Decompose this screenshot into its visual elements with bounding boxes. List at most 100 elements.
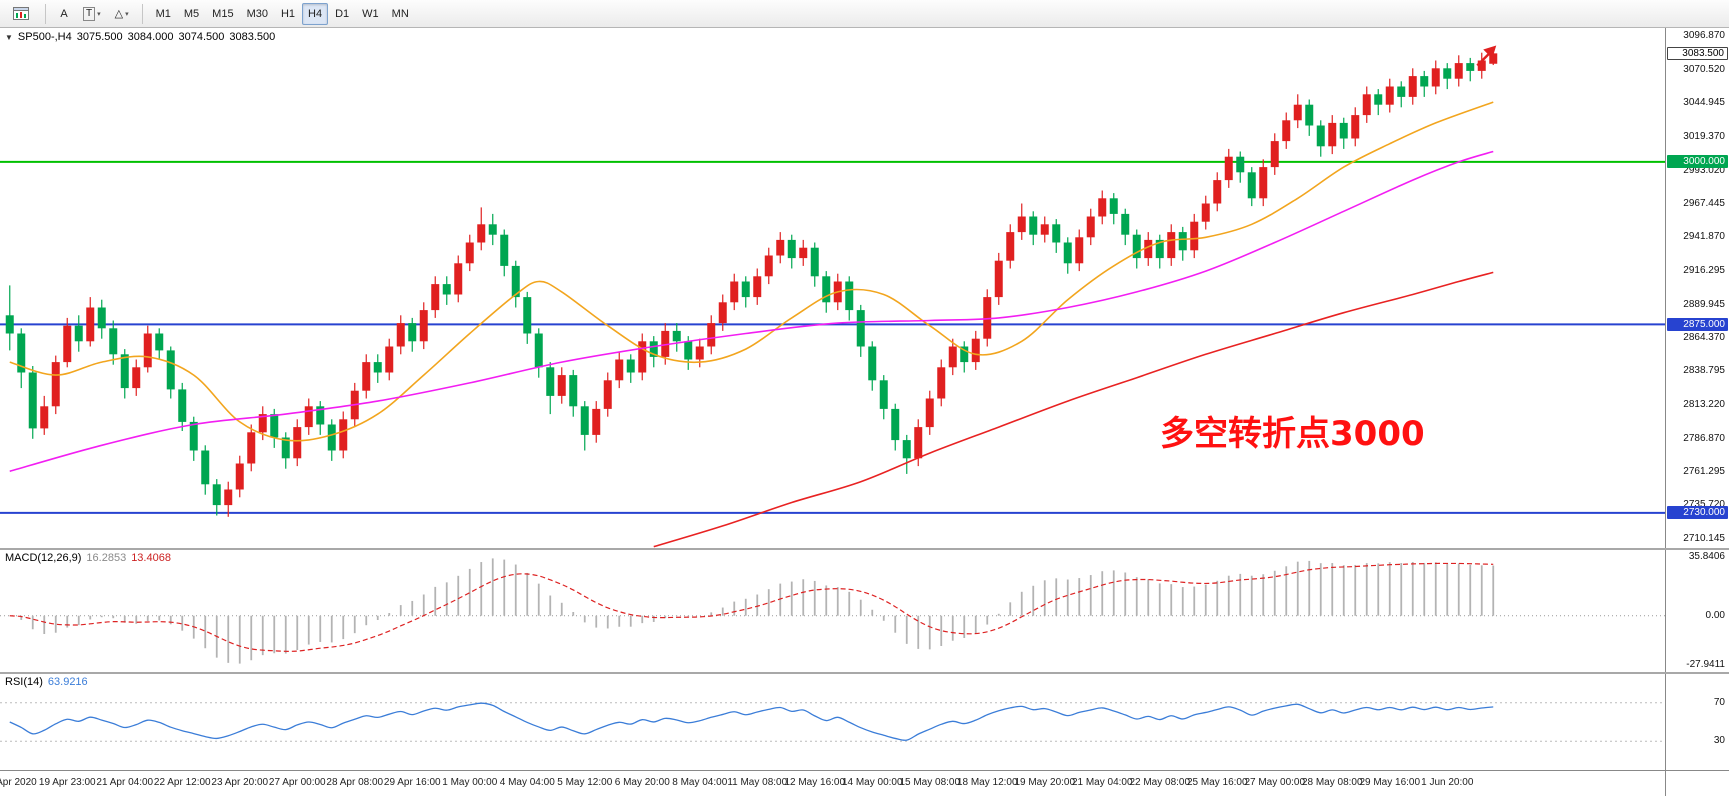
macd-signal-value: 13.4068 <box>131 552 171 564</box>
time-axis-label: 29 May 16:00 <box>1359 777 1421 788</box>
timeframe-button-m5[interactable]: M5 <box>178 3 205 25</box>
macd-axis[interactable]: 35.8406 0.00 -27.9411 <box>1665 550 1729 672</box>
time-axis-label: 16 Apr 2020 <box>0 777 37 788</box>
timeframe-button-mn[interactable]: MN <box>386 3 415 25</box>
chart-annotation-text[interactable]: 多空转折点3000 <box>1160 414 1425 454</box>
price-chart-panel[interactable]: ▼ SP500-,H4 3075.500 3084.000 3074.500 3083.5… <box>0 28 1729 548</box>
chart-window-icon[interactable] <box>4 2 38 26</box>
price-scale-label: 2813.220 <box>1683 398 1725 410</box>
chart-ohlc-header: ▼ SP500-,H4 3075.500 3084.000 3074.500 3083.5… <box>5 31 280 43</box>
toolbar-separator <box>141 3 143 24</box>
low-value: 3074.500 <box>178 31 225 43</box>
panel-splitter[interactable] <box>0 672 1729 674</box>
macd-histogram <box>20 558 1495 664</box>
time-axis-label: 21 Apr 04:00 <box>96 777 154 788</box>
rsi-value: 63.9216 <box>47 676 88 688</box>
time-axis-label: 1 May 00:00 <box>442 777 498 788</box>
macd-scale-label: -27.9411 <box>1686 659 1725 670</box>
high-value: 3084.000 <box>127 31 174 43</box>
text-tool-icon: T <box>83 6 96 21</box>
timeframe-button-m1[interactable]: M1 <box>150 3 177 25</box>
symbol-period-label: SP500-,H4 <box>17 31 72 43</box>
price-scale-label: 2761.295 <box>1683 466 1725 478</box>
timeframe-button-m30[interactable]: M30 <box>241 3 274 25</box>
price-scale-label: 2967.445 <box>1683 198 1725 210</box>
hline-price-tag[interactable]: 2730.000 <box>1667 506 1728 520</box>
price-scale-label: 2710.145 <box>1683 532 1725 544</box>
ma-slow-line <box>653 271 1494 548</box>
time-axis-label: 19 May 20:00 <box>1014 777 1076 788</box>
chart-window-icon-glyph <box>13 7 29 20</box>
macd-chart-svg[interactable] <box>0 550 1665 672</box>
price-scale-label: 2786.870 <box>1683 432 1725 444</box>
time-axis-label: 27 May 00:00 <box>1244 777 1306 788</box>
rsi-chart-svg[interactable] <box>0 674 1665 770</box>
ma-mid-line <box>9 150 1494 473</box>
last-price-tag: 3083.500 <box>1667 46 1728 60</box>
price-scale-label: 3096.870 <box>1683 29 1725 41</box>
macd-label: MACD(12,26,9) 16.2853 13.4068 <box>5 552 176 564</box>
main-chart-svg[interactable] <box>0 28 1665 548</box>
time-axis-label: 19 Apr 23:00 <box>38 777 96 788</box>
time-axis-label: 4 May 04:00 <box>499 777 555 788</box>
timeframe-button-w1[interactable]: W1 <box>356 3 385 25</box>
macd-signal-line <box>9 562 1494 652</box>
toolbar: A T ▾ △ ▾ M1 M5 M15 M30 H1 H4 D1 W1 MN <box>0 0 1729 28</box>
price-scale-label: 2838.795 <box>1683 365 1725 377</box>
hline-price-tag[interactable]: 3000.000 <box>1667 155 1728 169</box>
arrow-up-annotation[interactable] <box>1476 45 1497 67</box>
price-scale-label: 2864.370 <box>1683 332 1725 344</box>
shapes-tool-button[interactable]: △ ▾ <box>109 3 135 25</box>
time-axis-label: 15 May 08:00 <box>899 777 961 788</box>
macd-scale-label: 35.8406 <box>1688 551 1725 562</box>
rsi-label: RSI(14) 63.9216 <box>5 676 93 688</box>
price-axis[interactable]: 3096.870 3070.520 3044.945 3019.370 2993.020… <box>1665 28 1729 548</box>
open-value: 3075.500 <box>76 31 123 43</box>
time-axis-label: 22 Apr 12:00 <box>153 777 211 788</box>
horizontal-lines[interactable] <box>0 160 1665 514</box>
time-axis-label: 1 Jun 20:00 <box>1421 777 1474 788</box>
timeframe-button-h1[interactable]: H1 <box>275 3 301 25</box>
hline-price-tag[interactable]: 2875.000 <box>1667 317 1728 331</box>
timeframe-button-m15[interactable]: M15 <box>206 3 239 25</box>
price-scale-label: 3070.520 <box>1683 64 1725 76</box>
time-axis-label: 5 May 12:00 <box>557 777 613 788</box>
time-axis-label: 28 May 08:00 <box>1301 777 1363 788</box>
time-axis-label: 23 Apr 20:00 <box>211 777 269 788</box>
time-axis-label: 6 May 20:00 <box>614 777 670 788</box>
collapse-icon[interactable]: ▼ <box>5 33 13 42</box>
time-axis-label: 8 May 04:00 <box>672 777 728 788</box>
time-axis-label: 21 May 04:00 <box>1071 777 1133 788</box>
time-axis-label: 29 Apr 16:00 <box>383 777 441 788</box>
text-tool-button[interactable]: T ▾ <box>77 3 107 25</box>
text-label-tool-button[interactable]: A <box>53 3 75 25</box>
macd-panel[interactable]: MACD(12,26,9) 16.2853 13.4068 35.8406 0.00 -… <box>0 550 1729 672</box>
macd-main-value: 16.2853 <box>86 552 127 564</box>
rsi-panel[interactable]: RSI(14) 63.9216 70 30 <box>0 674 1729 770</box>
caret-down-icon: ▾ <box>97 10 101 18</box>
price-scale-label: 3019.370 <box>1683 130 1725 142</box>
price-scale-label: 2735.720 <box>1683 499 1725 511</box>
caret-down-icon: ▾ <box>125 10 129 18</box>
price-scale-label: 2916.295 <box>1683 264 1725 276</box>
timeframe-button-h4[interactable]: H4 <box>302 2 329 25</box>
rsi-axis[interactable]: 70 30 <box>1665 674 1729 770</box>
close-value: 3083.500 <box>229 31 276 43</box>
rsi-name: RSI(14) <box>5 676 43 688</box>
time-axis-label: 27 Apr 00:00 <box>268 777 326 788</box>
price-scale-label: 2941.870 <box>1683 231 1725 243</box>
time-axis-label: 11 May 08:00 <box>727 777 788 788</box>
rsi-line <box>9 702 1494 741</box>
time-axis-corner <box>1665 771 1729 796</box>
timeframe-button-d1[interactable]: D1 <box>329 3 355 25</box>
panel-splitter[interactable] <box>0 548 1729 550</box>
shapes-tool-icon: △ <box>114 8 124 20</box>
time-axis-label: 25 May 16:00 <box>1186 777 1248 788</box>
ma-fast-line <box>9 101 1494 442</box>
rsi-scale-label: 70 <box>1713 696 1725 708</box>
timeframe-group: M1 M5 M15 M30 H1 H4 D1 W1 MN <box>150 2 415 25</box>
macd-name: MACD(12,26,9) <box>5 552 82 564</box>
price-scale-label: 3044.945 <box>1683 97 1725 109</box>
rsi-scale-label: 30 <box>1713 735 1725 747</box>
